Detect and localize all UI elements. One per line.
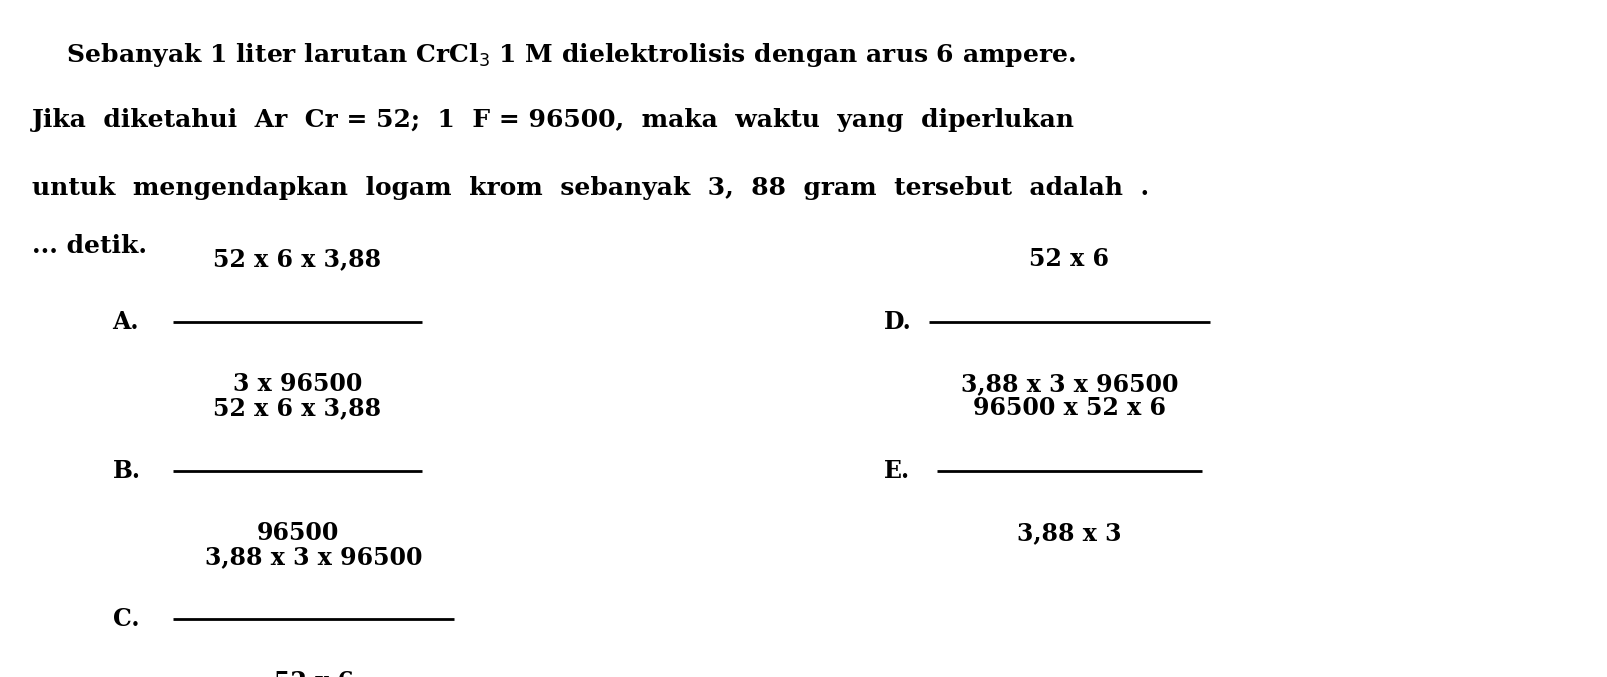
Text: untuk  mengendapkan  logam  krom  sebanyak  3,  88  gram  tersebut  adalah  .: untuk mengendapkan logam krom sebanyak 3… bbox=[32, 176, 1149, 200]
Text: 3,88 x 3: 3,88 x 3 bbox=[1017, 521, 1120, 545]
Text: 52 x 6 x 3,88: 52 x 6 x 3,88 bbox=[214, 247, 381, 271]
Text: Jika  diketahui  Ar  Cr = 52;  1  F = 96500,  maka  waktu  yang  diperlukan: Jika diketahui Ar Cr = 52; 1 F = 96500, … bbox=[32, 108, 1075, 132]
Text: 96500 x 52 x 6: 96500 x 52 x 6 bbox=[972, 396, 1165, 420]
Text: E.: E. bbox=[884, 458, 910, 483]
Text: C.: C. bbox=[112, 607, 138, 632]
Text: A.: A. bbox=[112, 309, 138, 334]
Text: 3,88 x 3 x 96500: 3,88 x 3 x 96500 bbox=[204, 545, 423, 569]
Text: 52 x 6 x 3,88: 52 x 6 x 3,88 bbox=[214, 396, 381, 420]
Text: 52 x 6: 52 x 6 bbox=[1028, 247, 1109, 271]
Text: ... detik.: ... detik. bbox=[32, 234, 148, 257]
Text: D.: D. bbox=[884, 309, 911, 334]
Text: 3,88 x 3 x 96500: 3,88 x 3 x 96500 bbox=[959, 372, 1178, 396]
Text: 52 x 6: 52 x 6 bbox=[273, 670, 354, 677]
Text: B.: B. bbox=[112, 458, 140, 483]
Text: 96500: 96500 bbox=[256, 521, 339, 545]
Text: Sebanyak 1 liter larutan CrCl$_3$ 1 M dielektrolisis dengan arus 6 ampere.: Sebanyak 1 liter larutan CrCl$_3$ 1 M di… bbox=[32, 41, 1075, 68]
Text: 3 x 96500: 3 x 96500 bbox=[233, 372, 362, 396]
